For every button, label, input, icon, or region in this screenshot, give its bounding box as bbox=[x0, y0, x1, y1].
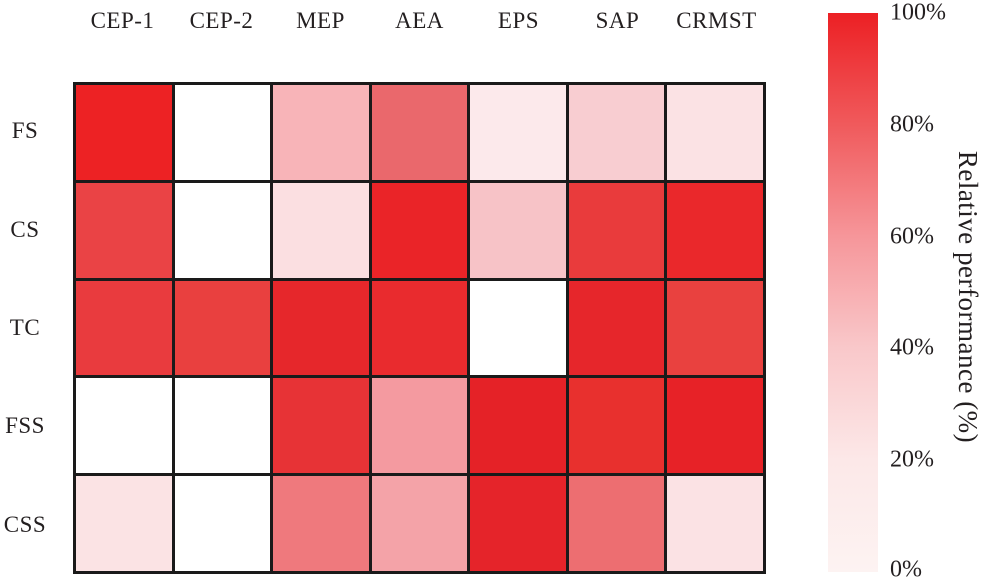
heatmap-cell-tc-eps bbox=[470, 280, 566, 376]
column-header-sap: SAP bbox=[595, 8, 640, 33]
column-header-cep-1: CEP-1 bbox=[90, 8, 155, 33]
heatmap-cell-css-sap bbox=[568, 476, 665, 571]
row-labels: FS CS TC FSS CSS bbox=[0, 82, 50, 574]
colorbar-tick-40: 40% bbox=[890, 334, 934, 361]
heatmap-cell-css-mep bbox=[273, 476, 369, 571]
row-label-css: CSS bbox=[3, 511, 47, 537]
heatmap-cell-cs-aea bbox=[371, 182, 468, 278]
colorbar-tick-20: 20% bbox=[890, 446, 934, 473]
row-label-cs: CS bbox=[10, 216, 40, 242]
column-header-cep-2: CEP-2 bbox=[189, 8, 254, 33]
heatmap-cell-fs-cep-2 bbox=[174, 85, 271, 180]
column-header-eps: EPS bbox=[497, 8, 540, 33]
colorbar-axis-label: Relative performance (%) bbox=[953, 150, 983, 444]
column-header-crmst: CRMST bbox=[676, 8, 757, 33]
heatmap-cell-fs-sap bbox=[568, 85, 665, 180]
heatmap-cell-tc-cep-1 bbox=[76, 280, 172, 376]
heatmap-cell-fs-mep bbox=[273, 85, 369, 180]
heatmap-cell-css-crmst bbox=[667, 476, 763, 571]
heatmap-grid bbox=[73, 82, 766, 574]
colorbar-tick-100: 100% bbox=[890, 0, 946, 26]
heatmap-cell-css-eps bbox=[470, 476, 566, 571]
heatmap-cell-tc-cep-2 bbox=[174, 280, 271, 376]
row-label-fs: FS bbox=[11, 118, 39, 144]
heatmap-cell-fs-cep-1 bbox=[76, 85, 172, 180]
column-headers: CEP-1 CEP-2 MEP AEA EPS SAP CRMST bbox=[73, 0, 766, 42]
heatmap-cell-css-aea bbox=[371, 476, 468, 571]
heatmap-cell-fss-eps bbox=[470, 378, 566, 474]
heatmap-cell-fss-mep bbox=[273, 378, 369, 474]
heatmap-cell-tc-aea bbox=[371, 280, 468, 376]
heatmap-cell-css-cep-1 bbox=[76, 476, 172, 571]
heatmap-cell-cs-crmst bbox=[667, 182, 763, 278]
heatmap-cell-cs-cep-2 bbox=[174, 182, 271, 278]
heatmap-cell-tc-mep bbox=[273, 280, 369, 376]
colorbar-tick-60: 60% bbox=[890, 223, 934, 250]
colorbar-tick-80: 80% bbox=[890, 111, 934, 138]
heatmap-cell-fss-crmst bbox=[667, 378, 763, 474]
heatmap-cell-cs-sap bbox=[568, 182, 665, 278]
heatmap-cell-fss-cep-1 bbox=[76, 378, 172, 474]
heatmap-cell-cs-cep-1 bbox=[76, 182, 172, 278]
colorbar-tick-0: 0% bbox=[890, 556, 922, 583]
heatmap-cell-css-cep-2 bbox=[174, 476, 271, 571]
heatmap-cell-cs-mep bbox=[273, 182, 369, 278]
heatmap-cell-cs-eps bbox=[470, 182, 566, 278]
heatmap-cell-tc-crmst bbox=[667, 280, 763, 376]
column-header-mep: MEP bbox=[296, 8, 345, 33]
colorbar-gradient bbox=[828, 13, 878, 572]
heatmap-cell-fs-eps bbox=[470, 85, 566, 180]
row-label-tc: TC bbox=[9, 315, 41, 341]
row-label-fss: FSS bbox=[5, 413, 45, 439]
column-header-aea: AEA bbox=[395, 8, 444, 33]
heatmap-cell-tc-sap bbox=[568, 280, 665, 376]
heatmap-cell-fss-cep-2 bbox=[174, 378, 271, 474]
heatmap-cell-fss-sap bbox=[568, 378, 665, 474]
heatmap-cell-fs-crmst bbox=[667, 85, 763, 180]
heatmap-cell-fss-aea bbox=[371, 378, 468, 474]
heatmap-cell-fs-aea bbox=[371, 85, 468, 180]
